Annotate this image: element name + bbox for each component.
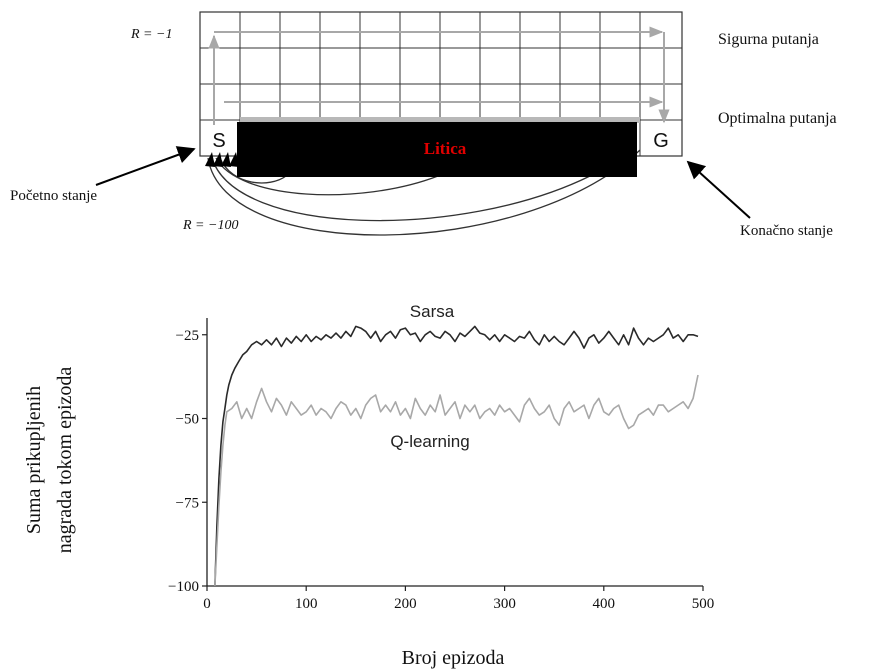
y-tick-label: −50	[176, 412, 199, 428]
fall-arrowheads	[205, 152, 239, 167]
goal-cell-label: G	[653, 130, 669, 152]
start-state-label: Početno stanje	[10, 188, 97, 204]
gridworld: Litica S G R = −1 R = −100 Sigurna putan…	[10, 11, 837, 239]
series-label-sarsa: Sarsa	[410, 302, 455, 321]
chart-ticks: 0 100 200 300 400 500 −100 −75 −50 −25	[168, 328, 714, 612]
safe-path-label: Sigurna putanja	[718, 31, 819, 48]
safe-path-arrows	[208, 26, 670, 125]
cliff-fall-arcs	[207, 149, 641, 236]
x-tick-label: 100	[295, 596, 318, 612]
x-tick-label: 200	[394, 596, 417, 612]
x-tick-label: 300	[493, 596, 516, 612]
x-tick-label: 0	[203, 596, 211, 612]
x-axis-label: Broj epizoda	[402, 647, 505, 669]
start-cell-label: S	[212, 130, 225, 152]
start-state-arrow	[95, 146, 196, 186]
x-tick-label: 500	[692, 596, 715, 612]
y-axis-label-line1: Suma prikupljenih	[23, 386, 45, 534]
reward-chart: 0 100 200 300 400 500 −100 −75 −50 −25 Sarsa Q-le…	[23, 302, 714, 669]
step-reward-label: R = −1	[130, 27, 172, 42]
y-axis-label-line2: nagrada tokom epizoda	[54, 367, 76, 554]
x-tick-label: 400	[593, 596, 616, 612]
y-tick-label: −25	[176, 328, 199, 344]
y-tick-label: −100	[168, 579, 199, 595]
final-state-label: Konačno stanje	[740, 223, 833, 239]
chart-series	[214, 325, 699, 587]
cliff-edge-strip	[240, 117, 640, 123]
series-line-q-learning	[214, 374, 699, 587]
series-label-qlearning: Q-learning	[390, 432, 469, 451]
cliff-block	[237, 122, 637, 177]
final-state-arrow	[686, 160, 751, 219]
cliff-label: Litica	[424, 139, 467, 158]
series-line-sarsa	[214, 325, 699, 587]
optimal-path-label: Optimalna putanja	[718, 110, 837, 127]
chart-axes	[206, 318, 703, 587]
y-tick-label: −75	[176, 495, 199, 511]
cliff-reward-label: R = −100	[182, 218, 238, 233]
